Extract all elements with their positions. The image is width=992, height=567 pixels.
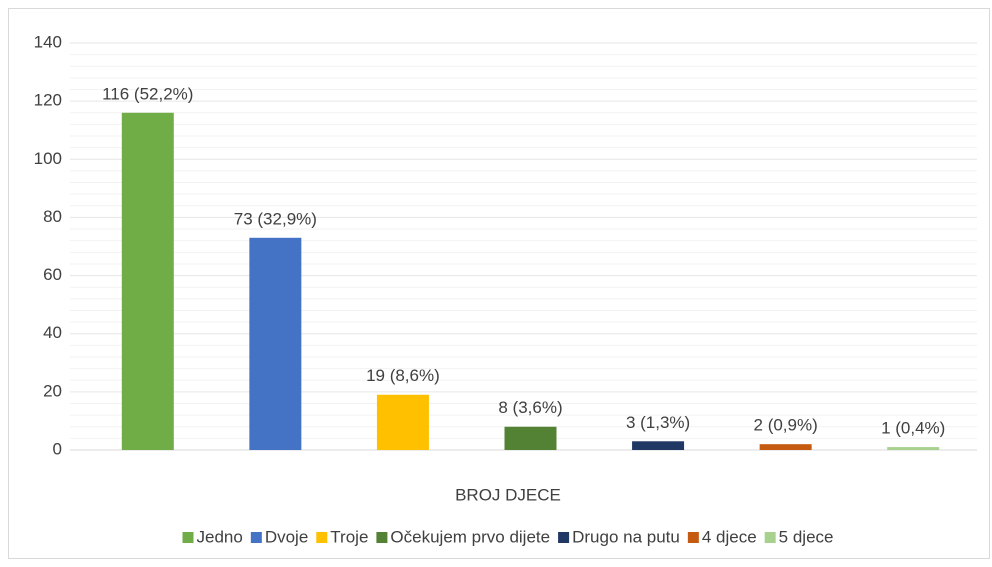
bar [887,447,940,450]
y-tick-label: 80 [43,207,62,226]
bar [632,441,685,450]
x-axis-title: BROJ DJECE [455,485,561,504]
data-label: 19 (8,6%) [366,366,440,385]
legend-label: Očekujem prvo dijete [390,527,550,546]
legend-label: 5 djece [779,527,834,546]
y-tick-label: 100 [34,149,62,168]
y-tick-label: 20 [43,381,62,400]
y-tick-label: 40 [43,323,62,342]
data-label: 73 (32,9%) [234,209,317,228]
data-label: 3 (1,3%) [626,413,690,432]
y-tick-label: 120 [34,91,62,110]
legend-swatch [376,532,388,543]
bar [504,426,557,450]
data-label: 1 (0,4%) [881,419,945,438]
data-label: 2 (0,9%) [754,416,818,435]
legend-label: Dvoje [265,527,308,546]
bar [759,444,812,450]
legend-swatch [764,532,776,543]
legend-swatch [687,532,699,543]
bar [121,112,174,451]
legend-swatch [558,532,570,543]
bar [376,394,429,450]
legend-label: Drugo na putu [572,527,680,546]
data-label: 8 (3,6%) [498,398,562,417]
y-tick-label: 140 [34,32,62,51]
legend-swatch [316,532,328,543]
y-tick-label: 0 [53,439,62,458]
legend-label: Troje [330,527,368,546]
legend-swatch [182,532,194,543]
data-label: 116 (52,2%) [102,84,193,103]
legend-label: Jedno [197,527,243,546]
y-tick-label: 60 [43,265,62,284]
legend-swatch [250,532,262,543]
legend-label: 4 djece [702,527,757,546]
bar [249,237,302,450]
